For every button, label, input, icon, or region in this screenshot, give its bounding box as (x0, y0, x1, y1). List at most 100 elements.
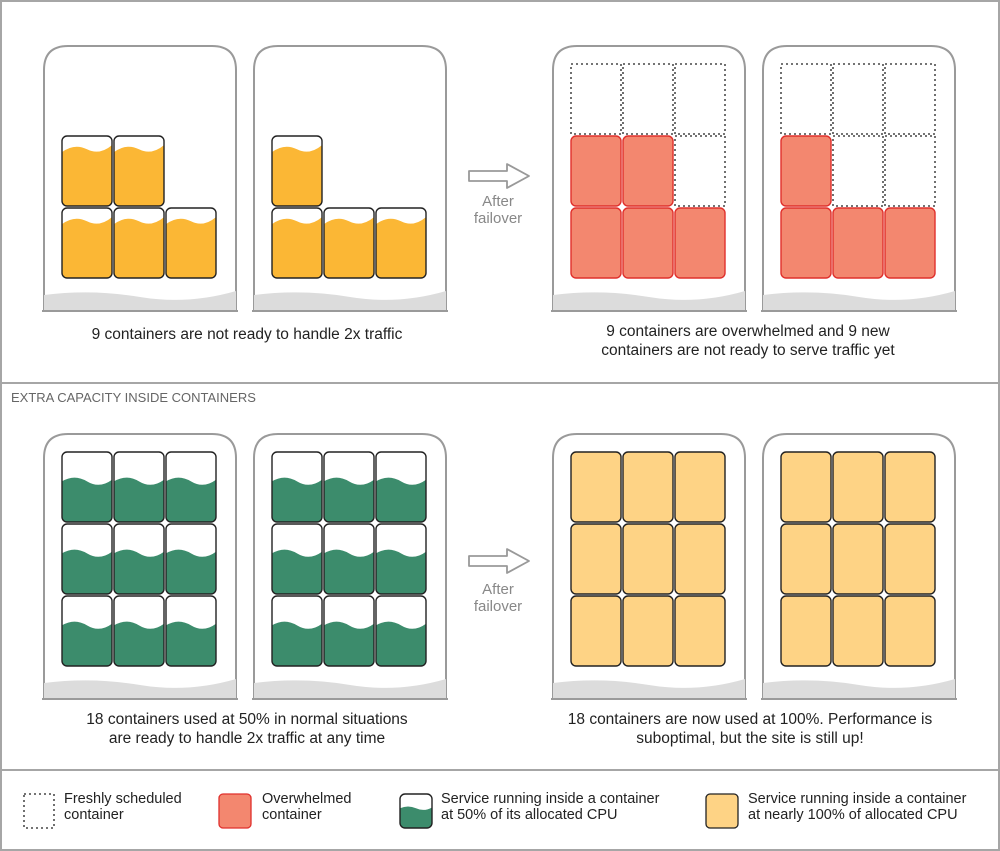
container-half-green (165, 451, 217, 523)
container-half-green (323, 595, 375, 667)
container-half-green (113, 451, 165, 523)
caption-top-before-line1: 9 containers are not ready to handle 2x … (92, 326, 403, 343)
container-half-green (375, 595, 427, 667)
container-half-green (61, 523, 113, 595)
legend-swatch-half-cpu (399, 793, 433, 829)
host-machine (252, 433, 448, 700)
host-machine (42, 45, 238, 312)
container-full (884, 595, 936, 667)
container-half-green (323, 523, 375, 595)
container-half-green (113, 523, 165, 595)
container-fresh (570, 63, 622, 135)
container-half-yellow (375, 207, 427, 279)
container-full (674, 523, 726, 595)
container-half-green (271, 523, 323, 595)
caption-bottom-after-line1: 18 containers are now used at 100%. Perf… (568, 711, 933, 728)
legend-label-line2: container (262, 807, 322, 823)
container-overwhelmed (832, 207, 884, 279)
host-machine (42, 433, 238, 700)
arrow-icon (468, 163, 530, 189)
container-full (884, 451, 936, 523)
container-overwhelmed (570, 135, 622, 207)
container-fresh (832, 135, 884, 207)
legend-swatch-full-cpu (705, 793, 739, 829)
legend-item-full-cpu: Service running inside a container at ne… (705, 791, 967, 829)
arrow-label-line1: After (482, 581, 514, 598)
legend-label-line2: at nearly 100% of allocated CPU (748, 807, 958, 823)
legend-item-fresh: Freshly scheduled container (23, 791, 182, 829)
caption-top-after-line1: 9 containers are overwhelmed and 9 new (606, 323, 890, 340)
section-bottom-before (42, 433, 448, 700)
legend-swatch-fresh (23, 793, 55, 829)
container-full (780, 523, 832, 595)
container-full (622, 523, 674, 595)
section-top-before (42, 45, 448, 312)
arrow-label-line1: After (482, 193, 514, 210)
container-fresh (780, 63, 832, 135)
container-full (674, 595, 726, 667)
container-fresh (674, 135, 726, 207)
container-half-green (61, 451, 113, 523)
legend-label-line2: at 50% of its allocated CPU (441, 807, 618, 823)
container-half-yellow (61, 207, 113, 279)
arrow-label-line2: failover (474, 598, 522, 615)
host-machine (252, 45, 448, 312)
container-half-green (165, 595, 217, 667)
container-fresh (674, 63, 726, 135)
host-machine (761, 433, 957, 700)
container-overwhelmed (780, 207, 832, 279)
container-half-green (399, 793, 433, 829)
container-half-green (323, 451, 375, 523)
container-half-green (375, 451, 427, 523)
container-full (780, 595, 832, 667)
container-half-yellow (271, 207, 323, 279)
section-bottom-after (551, 433, 957, 700)
container-full (622, 451, 674, 523)
section-top-after (551, 45, 957, 312)
container-fresh (884, 135, 936, 207)
container-full (674, 451, 726, 523)
container-full (570, 451, 622, 523)
container-half-green (375, 523, 427, 595)
container-overwhelmed (884, 207, 936, 279)
section-header-extra-capacity: EXTRA CAPACITY INSIDE CONTAINERS (11, 390, 256, 405)
container-overwhelmed (674, 207, 726, 279)
failover-arrow-bottom: After failover (468, 548, 530, 615)
legend-label-line1: Service running inside a container (748, 791, 967, 807)
arrow-icon (468, 548, 530, 574)
legend: Freshly scheduled container Overwhelmed … (23, 791, 967, 829)
legend-swatch-overwhelmed (218, 793, 252, 829)
container-fresh (832, 63, 884, 135)
container-full (832, 523, 884, 595)
container-half-green (113, 595, 165, 667)
container-half-yellow (323, 207, 375, 279)
host-machine (551, 45, 747, 312)
legend-label-line1: Service running inside a container (441, 791, 660, 807)
container-full (570, 595, 622, 667)
container-full (622, 595, 674, 667)
host-machine (761, 45, 957, 312)
caption-bottom-before-line2: are ready to handle 2x traffic at any ti… (109, 730, 385, 747)
container-half-yellow (165, 207, 217, 279)
container-half-green (61, 595, 113, 667)
failover-arrow-top: After failover (468, 163, 530, 227)
legend-label-line2: container (64, 807, 124, 823)
container-half-green (271, 595, 323, 667)
host-machine (551, 433, 747, 700)
caption-bottom-after-line2: suboptimal, but the site is still up! (636, 730, 863, 747)
container-fresh (884, 63, 936, 135)
legend-item-half-cpu: Service running inside a container at 50… (399, 791, 660, 829)
container-overwhelmed (622, 135, 674, 207)
container-overwhelmed (570, 207, 622, 279)
legend-label-line1: Freshly scheduled (64, 791, 182, 807)
container-half-yellow (113, 207, 165, 279)
container-full (832, 451, 884, 523)
container-half-green (271, 451, 323, 523)
container-half-yellow (113, 135, 165, 207)
arrow-label-line2: failover (474, 210, 522, 227)
container-overwhelmed (622, 207, 674, 279)
container-half-green (165, 523, 217, 595)
legend-label-line1: Overwhelmed (262, 791, 351, 807)
